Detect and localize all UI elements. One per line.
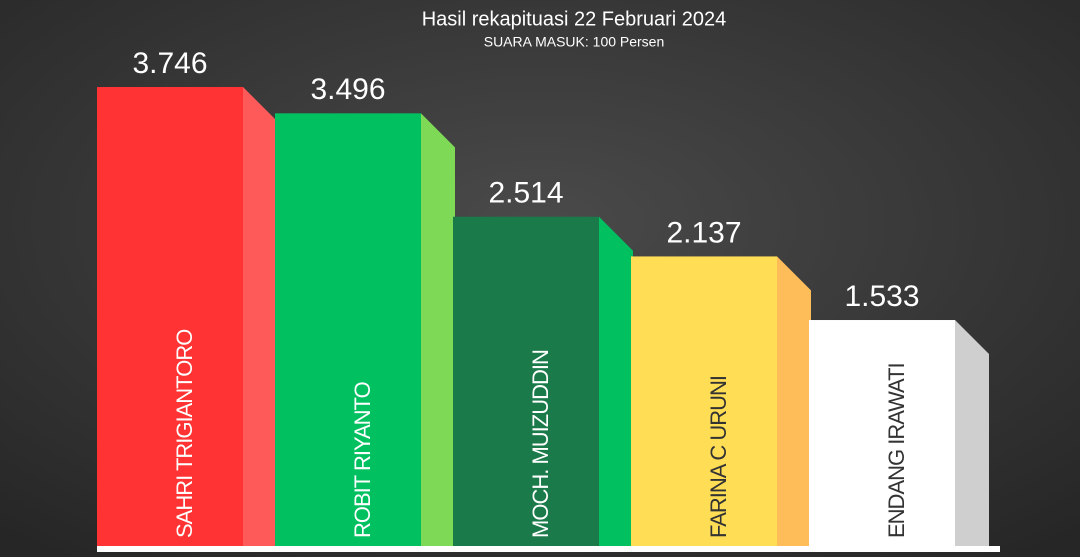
chart-subtitle: SUARA MASUK: 100 Persen	[484, 34, 665, 50]
value-label: 2.137	[666, 216, 741, 249]
bar	[275, 113, 421, 546]
bar-side	[599, 216, 633, 546]
bar-name: ROBIT RIYANTO	[350, 381, 375, 538]
bar	[453, 216, 599, 546]
bar-side	[243, 87, 277, 546]
bar-side	[777, 256, 811, 546]
bar-name: FARINA C URUNI	[706, 376, 731, 538]
bar-name: MOCH. MUIZUDDIN	[528, 350, 553, 538]
bar	[97, 87, 243, 546]
value-label: 3.496	[310, 73, 385, 106]
bar-name: ENDANG IRAWATI	[884, 363, 909, 538]
value-label: 2.514	[488, 177, 563, 210]
bar-side	[955, 320, 989, 546]
baseline	[97, 546, 1000, 552]
chart-title: Hasil rekapituasi 22 Februari 2024	[422, 8, 727, 30]
bar-side	[421, 113, 455, 546]
value-label: 3.746	[132, 47, 207, 80]
bar-name: SAHRI TRIGIANTORO	[172, 329, 197, 538]
bar	[809, 320, 955, 546]
value-label: 1.533	[844, 280, 919, 313]
bar	[631, 256, 777, 546]
